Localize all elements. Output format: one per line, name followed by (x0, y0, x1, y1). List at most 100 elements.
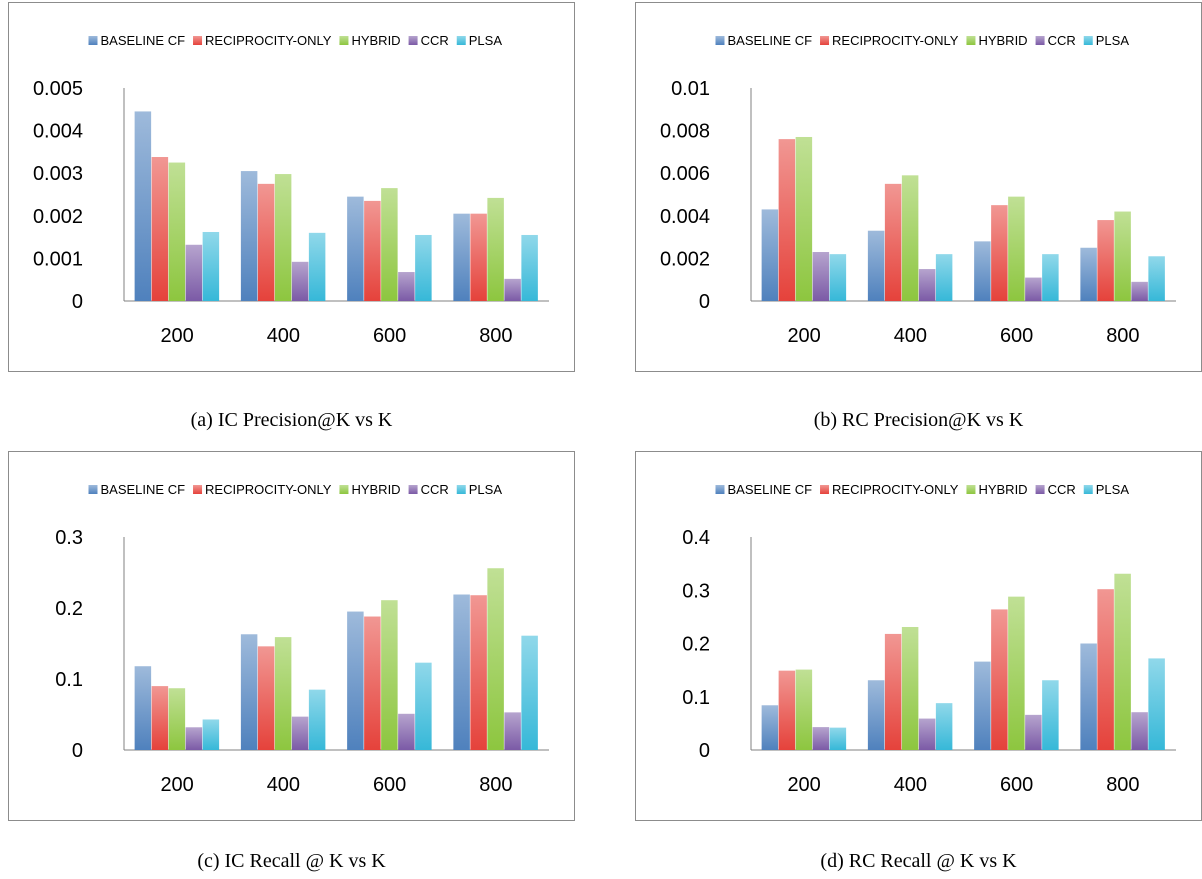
chart-panel-ic-recall: BASELINE CF RECIPROCITY-ONLY HYBRID CCR PLSA… (8, 451, 575, 821)
bar (935, 703, 953, 750)
legend-swatch (88, 36, 98, 45)
y-tick-label: 0.3 (682, 580, 710, 602)
legend-swatch (456, 485, 466, 494)
bar (398, 272, 415, 301)
legend-swatch (1083, 485, 1093, 494)
legend-label: BASELINE CF (728, 482, 813, 497)
caption-b: (b) RC Precision@K vs K (813, 409, 1024, 431)
bar (274, 174, 292, 301)
chart-frame: BASELINE CF RECIPROCITY-ONLY HYBRID CCR PLSA… (8, 2, 575, 372)
bar (829, 254, 847, 301)
caption-d: (d) RC Recall @ K vs K (820, 850, 1017, 872)
legend-swatch (88, 485, 98, 494)
caption-a: (a) IC Precision@K vs K (190, 409, 393, 431)
bar (884, 183, 902, 301)
x-tick-label: 800 (479, 774, 512, 796)
x-tick-label: 800 (1106, 774, 1139, 796)
bar (1080, 247, 1097, 301)
y-tick-label: 0.008 (660, 121, 710, 143)
bar (974, 661, 991, 750)
x-tick-label: 400 (894, 325, 927, 347)
bar (347, 611, 364, 750)
legend-label: CCR (1048, 482, 1076, 497)
bar (991, 609, 1008, 750)
y-tick-label: 0.006 (660, 163, 710, 185)
legend-swatch (966, 485, 976, 494)
legend-label: PLSA (469, 33, 503, 48)
chart-frame: BASELINE CF RECIPROCITY-ONLY HYBRID CCR PLSA… (635, 451, 1202, 821)
y-tick-label: 0.002 (660, 248, 710, 270)
bar (240, 171, 258, 301)
bar (453, 594, 470, 750)
bar (1042, 680, 1059, 750)
bar (202, 719, 220, 750)
bar (778, 139, 796, 301)
bar (308, 232, 326, 301)
bar (761, 705, 779, 750)
legend-label: BASELINE CF (101, 33, 186, 48)
y-tick-label: 0 (72, 291, 83, 313)
bar (364, 616, 381, 750)
y-tick-label: 0.4 (682, 527, 710, 549)
bar (918, 718, 936, 750)
bar (504, 712, 521, 750)
x-tick-label: 600 (1000, 774, 1033, 796)
bar (381, 600, 398, 750)
legend-swatch (715, 36, 725, 45)
bar (291, 261, 309, 301)
legend-swatch (820, 485, 830, 494)
bar (1131, 281, 1148, 301)
bar (918, 269, 936, 301)
x-tick-label: 800 (479, 325, 512, 347)
legend-label: HYBRID (978, 482, 1027, 497)
legend-swatch (820, 36, 830, 45)
bar (202, 231, 220, 301)
chart-panel-rc-recall: BASELINE CF RECIPROCITY-ONLY HYBRID CCR PLSA… (635, 451, 1202, 821)
chart-panel-rc-precision: BASELINE CF RECIPROCITY-ONLY HYBRID CCR PLSA… (635, 2, 1202, 372)
bar (1097, 220, 1114, 301)
x-tick-label: 400 (894, 774, 927, 796)
bar (470, 213, 487, 301)
y-tick-label: 0.1 (55, 669, 83, 691)
bar (415, 662, 432, 750)
x-tick-label: 200 (160, 325, 193, 347)
bar (521, 635, 538, 750)
bar (364, 200, 381, 301)
y-tick-label: 0 (72, 740, 83, 762)
bar (453, 213, 470, 301)
chart-panel-ic-precision: BASELINE CF RECIPROCITY-ONLY HYBRID CCR PLSA… (8, 2, 575, 372)
bar (398, 713, 415, 750)
y-tick-label: 0.003 (33, 163, 83, 185)
bar-chart: BASELINE CF RECIPROCITY-ONLY HYBRID CCR PLSA… (682, 482, 1176, 796)
bar (1114, 211, 1131, 301)
caption-c: (c) IC Recall @ K vs K (197, 850, 386, 872)
legend-swatch (966, 36, 976, 45)
bar (185, 244, 203, 301)
y-tick-label: 0.004 (660, 206, 710, 228)
bar (381, 188, 398, 301)
y-tick-label: 0.3 (55, 527, 83, 549)
y-tick-label: 0.01 (671, 78, 710, 100)
bar (487, 568, 504, 750)
legend-label: RECIPROCITY-ONLY (205, 33, 332, 48)
legend-swatch (1083, 36, 1093, 45)
legend-label: CCR (421, 33, 449, 48)
bar (134, 666, 152, 750)
bar (974, 241, 991, 301)
bar (487, 197, 504, 301)
x-tick-label: 600 (1000, 325, 1033, 347)
legend-label: HYBRID (351, 33, 400, 48)
bar (991, 205, 1008, 301)
legend-label: RECIPROCITY-ONLY (832, 33, 959, 48)
y-tick-label: 0 (699, 291, 710, 313)
bar (829, 727, 847, 750)
bar (1042, 254, 1059, 301)
legend-label: RECIPROCITY-ONLY (832, 482, 959, 497)
bar (291, 716, 309, 750)
y-tick-label: 0.004 (33, 121, 83, 143)
bar (168, 162, 186, 301)
bar (1025, 277, 1042, 301)
bar (521, 234, 538, 301)
bar (308, 689, 326, 750)
x-tick-label: 200 (160, 774, 193, 796)
